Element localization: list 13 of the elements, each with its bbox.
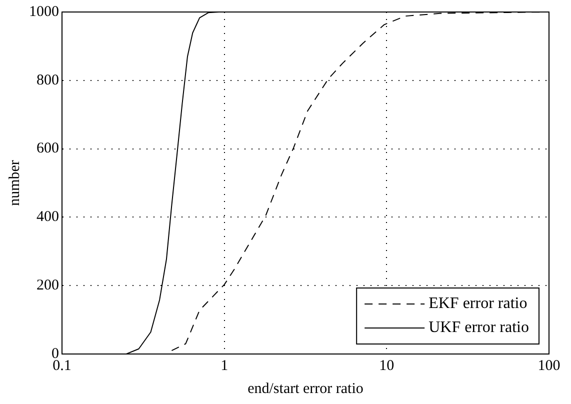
legend-label: EKF error ratio [428,295,528,312]
x-tick-label: 100 [538,358,560,374]
x-tick-label: 0.1 [52,358,72,374]
y-tick-label: 200 [36,278,59,294]
x-axis-title: end/start error ratio [248,380,364,397]
y-tick-label: 1000 [29,4,59,20]
y-axis-title: number [6,160,23,206]
legend-label: UKF error ratio [428,319,530,336]
x-tick-label: 10 [379,358,394,374]
y-tick-label: 800 [36,72,59,88]
x-tick-label: 1 [220,358,228,374]
y-tick-label: 600 [36,140,59,157]
y-tick-label: 400 [36,209,59,226]
